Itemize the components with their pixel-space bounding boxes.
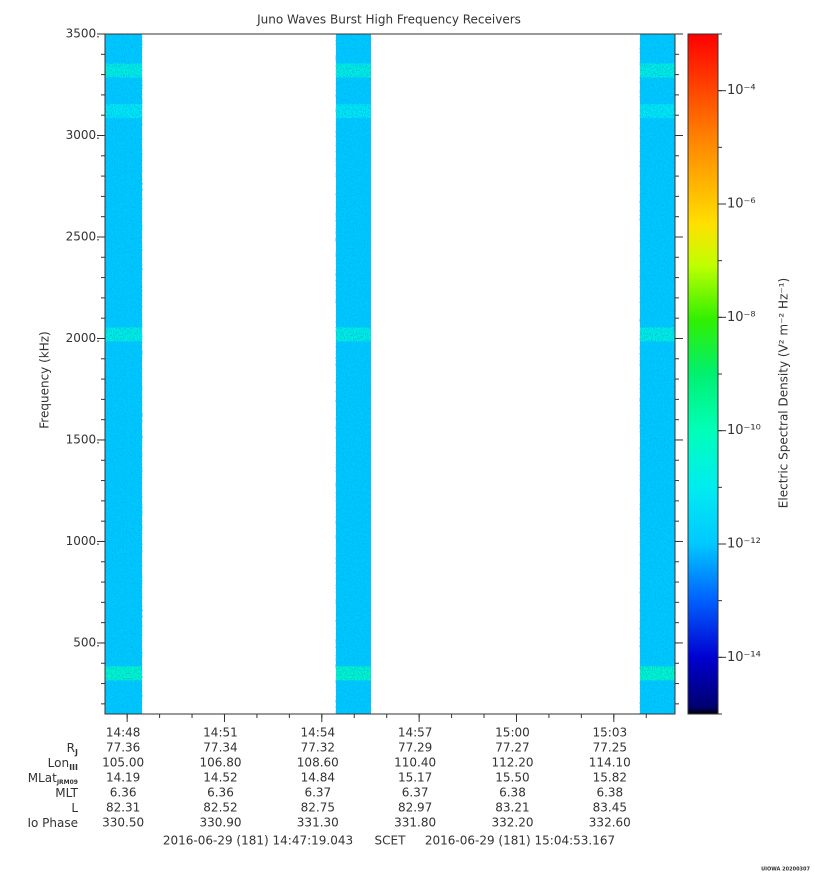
plot-frame <box>104 33 676 715</box>
ephemeris-row-label: MLT <box>55 786 78 800</box>
ephemeris-value: 6.37 <box>304 786 331 800</box>
row-name: L <box>71 801 78 815</box>
ephemeris-value: 15.82 <box>593 771 627 785</box>
row-name: R <box>67 741 75 755</box>
noise-texture <box>335 34 371 714</box>
ephemeris-value: 82.97 <box>398 801 432 815</box>
noise-texture <box>639 34 675 714</box>
ephemeris-value: 6.37 <box>402 786 429 800</box>
x-tick-label: 15:00 <box>495 726 530 740</box>
row-name: MLat <box>28 771 57 785</box>
row-subscript: III <box>69 763 78 772</box>
colorbar-tick-label: 10⁻¹⁰ <box>727 423 761 438</box>
ephemeris-value: 6.36 <box>110 786 137 800</box>
ephemeris-value: 77.32 <box>301 741 335 755</box>
ephemeris-value: 332.20 <box>491 816 533 830</box>
ephemeris-value: 332.60 <box>589 816 631 830</box>
chart-title: Juno Waves Burst High Frequency Receiver… <box>256 13 521 27</box>
start-time: 2016-06-29 (181) 14:47:19.043 <box>163 834 353 848</box>
ephemeris-value: 6.36 <box>207 786 234 800</box>
time-system: SCET <box>375 834 407 848</box>
ephemeris-row-label: RJ <box>67 741 78 757</box>
y-tick-label: 500. <box>73 635 100 649</box>
ephemeris-value: 83.21 <box>495 801 529 815</box>
colorbar-tick-label: 10⁻¹² <box>727 537 761 552</box>
ephemeris-value: 77.25 <box>593 741 627 755</box>
ephemeris-value: 105.00 <box>102 756 144 770</box>
ephemeris-value: 14.52 <box>203 771 237 785</box>
y-tick-label: 3500. <box>66 27 100 41</box>
ephemeris-value: 15.17 <box>398 771 432 785</box>
y-tick-label: 1000. <box>66 534 100 548</box>
x-tick-label: 14:51 <box>203 726 238 740</box>
ephemeris-value: 330.90 <box>199 816 241 830</box>
y-tick-label: 1500. <box>66 432 100 446</box>
y-tick-label: 3000. <box>66 128 100 142</box>
colorbar <box>688 34 718 714</box>
ephemeris-value: 106.80 <box>199 756 241 770</box>
y-axis-label: Frequency (kHz) <box>38 331 52 428</box>
ephemeris-value: 14.19 <box>106 771 140 785</box>
ephemeris-value: 6.38 <box>499 786 526 800</box>
x-tick-label: 14:54 <box>301 726 336 740</box>
ephemeris-value: 108.60 <box>297 756 339 770</box>
ephemeris-value: 82.75 <box>301 801 335 815</box>
ephemeris-row-label: Io Phase <box>27 816 78 830</box>
noise-texture <box>105 34 143 714</box>
colorbar-label: Electric Spectral Density (V² m⁻² Hz⁻¹) <box>777 278 791 508</box>
ephemeris-value: 82.52 <box>203 801 237 815</box>
colorbar-tick-label: 10⁻⁸ <box>727 310 756 325</box>
ephemeris-row-label: L <box>71 801 78 815</box>
x-tick-label: 15:03 <box>593 726 628 740</box>
ephemeris-value: 77.29 <box>398 741 432 755</box>
ephemeris-value: 77.34 <box>203 741 237 755</box>
y-tick-label: 2500. <box>66 229 100 243</box>
ephemeris-row-label: LonIII <box>48 756 78 772</box>
ephemeris-value: 77.27 <box>495 741 529 755</box>
ephemeris-value: 331.80 <box>394 816 436 830</box>
ephemeris-value: 331.30 <box>297 816 339 830</box>
row-name: Io Phase <box>27 816 78 830</box>
ephemeris-value: 330.50 <box>102 816 144 830</box>
ephemeris-value: 82.31 <box>106 801 140 815</box>
row-subscript: JRM09 <box>56 779 78 786</box>
ephemeris-value: 114.10 <box>589 756 631 770</box>
footer: UIOWA 20200307 <box>761 867 810 873</box>
ephemeris-value: 83.45 <box>593 801 627 815</box>
colorbar-tick-label: 10⁻¹⁴ <box>727 650 761 665</box>
y-tick-label: 2000. <box>66 331 100 345</box>
ephemeris-value: 14.84 <box>301 771 335 785</box>
row-name: MLT <box>55 786 78 800</box>
ephemeris-value: 15.50 <box>495 771 529 785</box>
ephemeris-value: 77.36 <box>106 741 140 755</box>
ephemeris-row-label: MLatJRM09 <box>28 771 78 786</box>
ephemeris-value: 6.38 <box>596 786 623 800</box>
end-time: 2016-06-29 (181) 15:04:53.167 <box>425 834 615 848</box>
colorbar-tick-label: 10⁻⁴ <box>727 83 756 98</box>
colorbar-tick-label: 10⁻⁶ <box>727 197 756 212</box>
row-name: Lon <box>48 756 69 770</box>
row-subscript: J <box>74 748 78 757</box>
ephemeris-value: 112.20 <box>491 756 533 770</box>
x-tick-label: 14:57 <box>398 726 433 740</box>
ephemeris-value: 110.40 <box>394 756 436 770</box>
x-tick-label: 14:48 <box>106 726 141 740</box>
